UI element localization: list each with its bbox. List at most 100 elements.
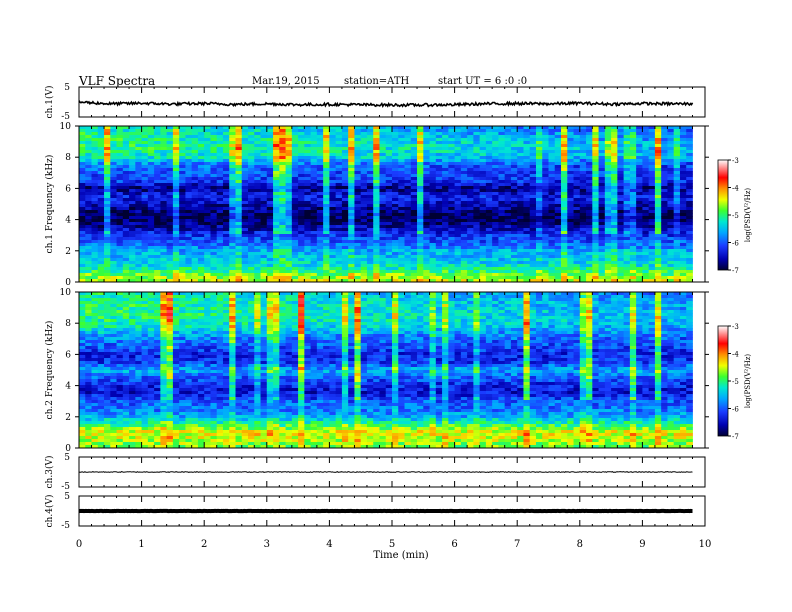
spectrogram-cell [260,234,268,238]
spectrogram-cell [654,186,662,190]
spectrogram-cell [235,192,243,196]
spectrogram-cell [229,270,236,274]
spectrogram-cell [529,204,537,208]
spectrogram-cell [197,150,205,154]
spectrogram-cell [104,210,111,214]
spectrogram-cell [373,195,380,199]
spectrogram-cell [392,138,399,142]
spectrogram-cell [122,162,130,166]
spectrogram-cell [104,168,111,172]
spectrogram-cell [366,201,374,205]
spectrogram-cell [104,201,111,205]
spectrogram-cell [460,216,468,220]
spectrogram-cell [510,216,518,220]
spectrogram-cell [636,228,643,232]
spectrogram-cell [85,273,92,277]
spectrogram-cell [335,147,343,151]
spectrogram-cell [417,144,424,148]
spectrogram-cell [510,126,518,130]
spectrogram-cell [392,273,399,277]
spectrogram-cell [454,270,462,274]
spectrogram-cell [648,213,656,217]
spectrogram-cell [310,243,318,247]
spectrogram-cell [598,234,606,238]
spectrogram-cell [279,231,286,235]
spectrogram-cell [310,144,318,148]
spectrogram-cell [542,234,549,238]
spectrogram-cell [279,201,286,205]
spectrogram-cell [260,228,268,232]
spectrogram-cell [285,177,293,181]
spectrogram-cell [241,270,249,274]
spectrogram-cell [85,180,92,184]
spectrogram-cell [629,162,637,166]
spectrogram-cell [166,159,174,163]
spectrogram-cell [235,162,243,166]
spectrogram-cell [623,168,631,172]
spectrogram-cell [166,171,174,175]
spectrogram-cell [316,174,324,178]
spectrogram-cell [567,228,574,232]
spectrogram-cell [222,210,230,214]
spectrogram-cell [579,132,587,136]
spectrogram-cell [97,183,105,187]
spectrogram-cell [179,165,186,169]
spectrogram-cell [254,276,261,280]
spectrogram-cell [335,222,343,226]
spectrogram-cell [373,156,380,160]
spectrogram-cell [197,144,205,148]
spectrogram-cell [366,126,374,130]
spectrogram-cell [160,201,168,205]
spectrogram-cell [204,165,211,169]
spectrogram-cell [535,204,543,208]
spectrogram-cell [529,195,537,199]
spectrogram-cell [379,186,387,190]
spectrogram-cell [291,231,299,235]
spectrogram-cell [417,267,424,271]
spectrogram-cell [298,246,305,250]
spectrogram-cell [341,153,349,157]
spectrogram-cell [298,243,305,247]
spectrogram-cell [467,177,474,181]
spectrogram-cell [429,234,437,238]
spectrogram-cell [611,228,618,232]
spectrogram-cell [185,228,193,232]
spectrogram-cell [379,264,387,268]
spectrogram-cell [110,201,117,205]
spectrogram-cell [404,189,412,193]
spectrogram-cell [216,210,224,214]
spectrogram-cell [523,192,531,196]
spectrogram-cell [504,165,512,169]
spectrogram-cell [304,144,312,148]
spectrogram-cell [179,207,186,211]
spectrogram-cell [567,126,574,130]
spectrogram-cell [229,228,236,232]
spectrogram-cell [586,171,593,175]
spectrogram-cell [91,195,99,199]
spectrogram-cell [429,156,437,160]
spectrogram-cell [241,147,249,151]
spectrogram-cell [354,186,362,190]
spectrogram-cell [529,156,537,160]
spectrogram-cell [598,129,606,133]
spectrogram-cell [492,165,499,169]
spectrogram-cell [160,189,168,193]
spectrogram-cell [492,174,499,178]
spectrogram-cell [498,237,506,241]
spectrogram-cell [216,222,224,226]
spectrogram-cell [661,201,668,205]
spectrogram-cell [141,174,149,178]
spectrogram-cell [216,156,224,160]
spectrogram-cell [135,126,142,130]
spectrogram-cell [385,177,393,181]
spectrogram-cell [435,222,443,226]
spectrogram-cell [448,231,455,235]
spectrogram-cell [404,186,412,190]
spectrogram-cell [197,213,205,217]
spectrogram-cell [141,231,149,235]
spectrogram-cell [116,177,124,181]
spectrogram-cell [341,138,349,142]
spectrogram-cell [254,126,261,130]
spectrogram-cell [348,174,355,178]
spectrogram-cell [604,207,612,211]
